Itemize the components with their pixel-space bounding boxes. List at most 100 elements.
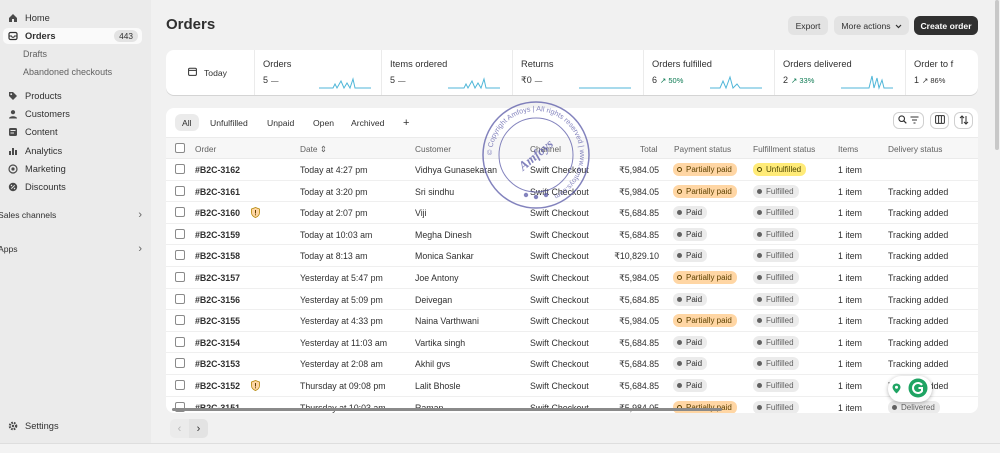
order-id-link[interactable]: #B2C-3160 bbox=[195, 208, 240, 219]
previous-page-button[interactable]: ‹ bbox=[170, 419, 189, 438]
row-checkbox[interactable] bbox=[175, 250, 185, 261]
order-id-link[interactable]: #B2C-3153 bbox=[195, 359, 240, 370]
table-row[interactable]: #B2C-3160 Today at 2:07 pm Viji Swift Ch… bbox=[166, 202, 978, 224]
sidebar-item-content[interactable]: Content bbox=[3, 124, 142, 140]
table-row[interactable]: #B2C-3156 Yesterday at 5:09 pm Deivegan … bbox=[166, 289, 978, 311]
column-header-customer[interactable]: Customer bbox=[415, 144, 451, 154]
tab-open[interactable]: Open bbox=[313, 117, 335, 128]
metric-items-ordered[interactable]: Items ordered 5— bbox=[381, 50, 512, 95]
customer-name: Raman bbox=[415, 403, 443, 413]
sidebar-item-marketing[interactable]: Marketing bbox=[3, 161, 142, 177]
item-count: 1 item bbox=[838, 251, 862, 262]
customer-name: Vidhya Gunasekaran bbox=[415, 165, 497, 175]
table-row[interactable]: #B2C-3159 Today at 10:03 am Megha Dinesh… bbox=[166, 224, 978, 246]
sidebar-item-abandoned-checkouts[interactable]: Abandoned checkouts bbox=[3, 64, 142, 80]
tab-unfulfilled[interactable]: Unfulfilled bbox=[210, 117, 248, 128]
sort-button[interactable] bbox=[954, 112, 973, 129]
tab-archived[interactable]: Archived bbox=[351, 117, 385, 128]
order-id-link[interactable]: #B2C-3152 bbox=[195, 381, 240, 391]
sidebar-item-discounts[interactable]: Discounts bbox=[3, 179, 142, 195]
row-checkbox[interactable] bbox=[175, 185, 185, 196]
row-checkbox[interactable] bbox=[175, 272, 185, 282]
date-range-picker[interactable]: Today bbox=[176, 64, 227, 81]
row-checkbox[interactable] bbox=[175, 315, 185, 326]
delivery-status: Tracking added bbox=[888, 273, 949, 283]
row-checkbox[interactable] bbox=[175, 358, 185, 369]
metric-orders[interactable]: Orders 5— bbox=[254, 50, 381, 95]
table-row[interactable]: #B2C-3162 Today at 4:27 pm Vidhya Gunase… bbox=[166, 159, 978, 181]
order-id-link[interactable]: #B2C-3156 bbox=[195, 294, 240, 305]
sidebar-item-drafts[interactable]: Drafts bbox=[3, 46, 142, 62]
sidebar-item-home[interactable]: Home bbox=[3, 10, 142, 26]
sidebar-item-analytics[interactable]: Analytics bbox=[3, 143, 142, 159]
badge-label: Fulfilled bbox=[766, 186, 794, 196]
sidebar-item-products[interactable]: Products bbox=[3, 88, 142, 104]
row-checkbox[interactable] bbox=[175, 164, 185, 174]
column-header-date[interactable]: Date ⇕ bbox=[300, 144, 327, 154]
search-filter-button[interactable] bbox=[893, 112, 924, 129]
risk-shield-icon[interactable] bbox=[251, 207, 260, 220]
order-id-link[interactable]: #B2C-3157 bbox=[195, 273, 240, 283]
row-checkbox[interactable] bbox=[175, 228, 185, 239]
order-id-link[interactable]: #B2C-3161 bbox=[195, 186, 240, 197]
export-button[interactable]: Export bbox=[788, 16, 828, 35]
metric-returns[interactable]: Returns ₹0— bbox=[512, 50, 643, 95]
order-id-link[interactable]: #B2C-3159 bbox=[195, 229, 240, 240]
delivery-status: Tracking added bbox=[888, 251, 949, 262]
row-checkbox[interactable] bbox=[175, 380, 185, 390]
fulfillment-status-badge: Fulfilled bbox=[753, 357, 799, 371]
chat-widget[interactable] bbox=[888, 376, 932, 402]
table-row[interactable]: #B2C-3153 Yesterday at 2:08 am Akhil gvs… bbox=[166, 353, 978, 375]
metric-orders-delivered[interactable]: Orders delivered 2 ↗ 33% bbox=[774, 50, 905, 95]
sidebar-section-sales-channels[interactable]: Sales channels › bbox=[0, 208, 142, 222]
more-actions-button[interactable]: More actions bbox=[834, 16, 909, 35]
sidebar-item-orders[interactable]: Orders 443 bbox=[3, 28, 142, 44]
create-order-button[interactable]: Create order bbox=[914, 16, 978, 35]
horizontal-scrollbar[interactable] bbox=[172, 408, 722, 411]
badge-label: Paid bbox=[686, 208, 703, 218]
sidebar-item-label: Content bbox=[25, 127, 58, 137]
page-scrollbar[interactable] bbox=[995, 0, 999, 150]
table-row[interactable]: #B2C-3158 Today at 8:13 am Monica Sankar… bbox=[166, 245, 978, 267]
column-header-total[interactable]: Total bbox=[640, 144, 658, 154]
column-header-delivery-status[interactable]: Delivery status bbox=[888, 144, 943, 154]
add-view-button[interactable]: + bbox=[403, 116, 410, 129]
columns-button[interactable] bbox=[930, 112, 949, 129]
content-icon bbox=[5, 124, 21, 140]
customer-name: Lalit Bhosle bbox=[415, 381, 461, 391]
column-header-items[interactable]: Items bbox=[838, 144, 859, 154]
risk-shield-icon[interactable] bbox=[251, 380, 260, 393]
customer-name: Naina Varthwani bbox=[415, 316, 479, 327]
table-row[interactable]: #B2C-3152 Thursday at 09:08 pm Lalit Bho… bbox=[166, 375, 978, 397]
metric-order-to-fulfilled[interactable]: Order to f 1 ↗ 86% bbox=[905, 50, 978, 95]
tab-unpaid[interactable]: Unpaid bbox=[267, 117, 295, 128]
column-header-fulfillment-status[interactable]: Fulfillment status bbox=[753, 144, 816, 154]
column-header-payment-status[interactable]: Payment status bbox=[674, 144, 732, 154]
column-header-order[interactable]: Order bbox=[195, 144, 217, 154]
table-row[interactable]: #B2C-3161 Today at 3:20 pm Sri sindhu Sw… bbox=[166, 181, 978, 203]
table-row[interactable]: #B2C-3155 Yesterday at 4:33 pm Naina Var… bbox=[166, 310, 978, 332]
order-id-link[interactable]: #B2C-3162 bbox=[195, 165, 240, 175]
metric-label: Orders bbox=[263, 59, 292, 69]
order-id-link[interactable]: #B2C-3151 bbox=[195, 403, 240, 413]
table-row[interactable]: #B2C-3154 Yesterday at 11:03 am Vartika … bbox=[166, 332, 978, 354]
sidebar-item-settings[interactable]: Settings bbox=[3, 418, 142, 434]
sales-channel: Swift Checkout bbox=[530, 251, 589, 262]
row-checkbox[interactable] bbox=[175, 207, 185, 218]
select-all-checkbox[interactable] bbox=[175, 143, 185, 153]
sidebar-item-customers[interactable]: Customers bbox=[3, 106, 142, 122]
row-checkbox[interactable] bbox=[175, 293, 185, 304]
order-id-link[interactable]: #B2C-3155 bbox=[195, 316, 240, 327]
column-header-channel[interactable]: Channel bbox=[530, 144, 561, 154]
tab-all[interactable]: All bbox=[175, 114, 199, 131]
next-page-button[interactable]: › bbox=[189, 419, 208, 438]
row-checkbox[interactable] bbox=[175, 336, 185, 347]
person-icon bbox=[5, 106, 21, 122]
order-id-link[interactable]: #B2C-3154 bbox=[195, 337, 240, 348]
table-row[interactable]: #B2C-3157 Yesterday at 5:47 pm Joe Anton… bbox=[166, 267, 978, 289]
order-id-link[interactable]: #B2C-3158 bbox=[195, 251, 240, 262]
row-checkbox[interactable] bbox=[175, 401, 185, 412]
customer-name: Vartika singh bbox=[415, 337, 466, 348]
sidebar-section-apps[interactable]: Apps › bbox=[0, 242, 142, 256]
metric-orders-fulfilled[interactable]: Orders fulfilled 6 ↗ 50% bbox=[643, 50, 774, 95]
